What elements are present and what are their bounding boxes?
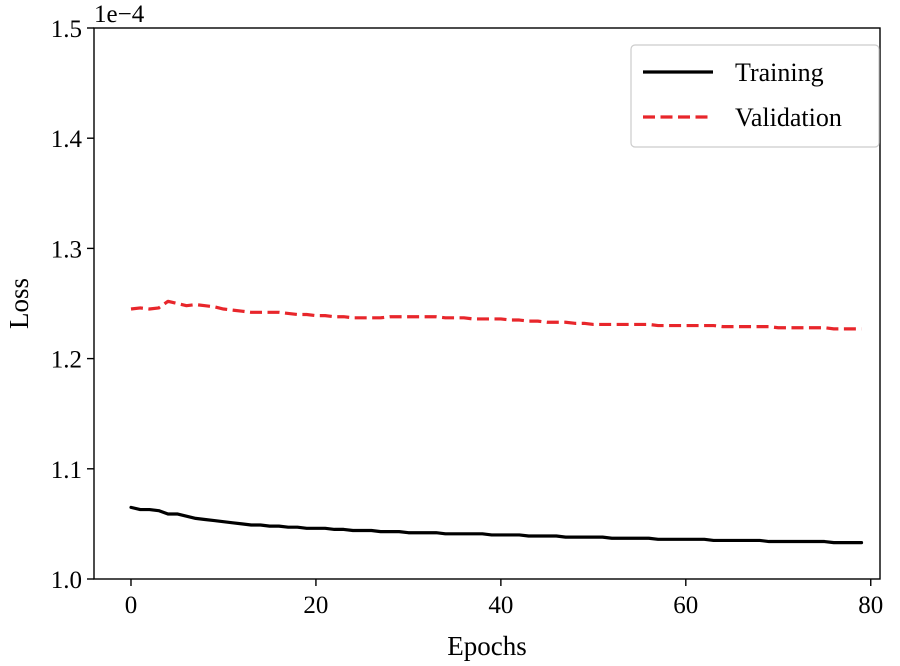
y-tick-label: 1.5 bbox=[51, 16, 82, 43]
legend-label-validation: Validation bbox=[735, 103, 842, 132]
x-tick-label: 60 bbox=[673, 592, 698, 619]
x-tick-label: 20 bbox=[303, 592, 328, 619]
y-tick-label: 1.0 bbox=[51, 567, 82, 594]
legend: Training Validation bbox=[630, 44, 880, 148]
y-tick-label: 1.3 bbox=[51, 236, 82, 263]
series-line-training bbox=[129, 505, 864, 545]
x-tick-label: 0 bbox=[125, 592, 138, 619]
series-line-validation bbox=[130, 299, 862, 331]
plot-frame bbox=[93, 27, 881, 580]
y-tick-label: 1.2 bbox=[51, 347, 82, 374]
y-axis-label: Loss bbox=[4, 278, 34, 329]
x-axis-label: Epochs bbox=[447, 631, 526, 661]
x-tick-label: 40 bbox=[488, 592, 513, 619]
series-layer bbox=[129, 299, 864, 545]
legend-label-training: Training bbox=[735, 58, 824, 87]
y-tick-label: 1.1 bbox=[51, 457, 82, 484]
y-scale-offset-label: 1e−4 bbox=[94, 1, 145, 28]
labels-layer: 1e−4 Epochs Loss bbox=[4, 1, 527, 661]
y-tick-label: 1.4 bbox=[51, 126, 83, 153]
axes-layer: 0 20 40 60 80 1.0 1.1 1.2 1.3 1.4 1.5 bbox=[51, 16, 884, 619]
x-tick-label: 80 bbox=[858, 592, 883, 619]
